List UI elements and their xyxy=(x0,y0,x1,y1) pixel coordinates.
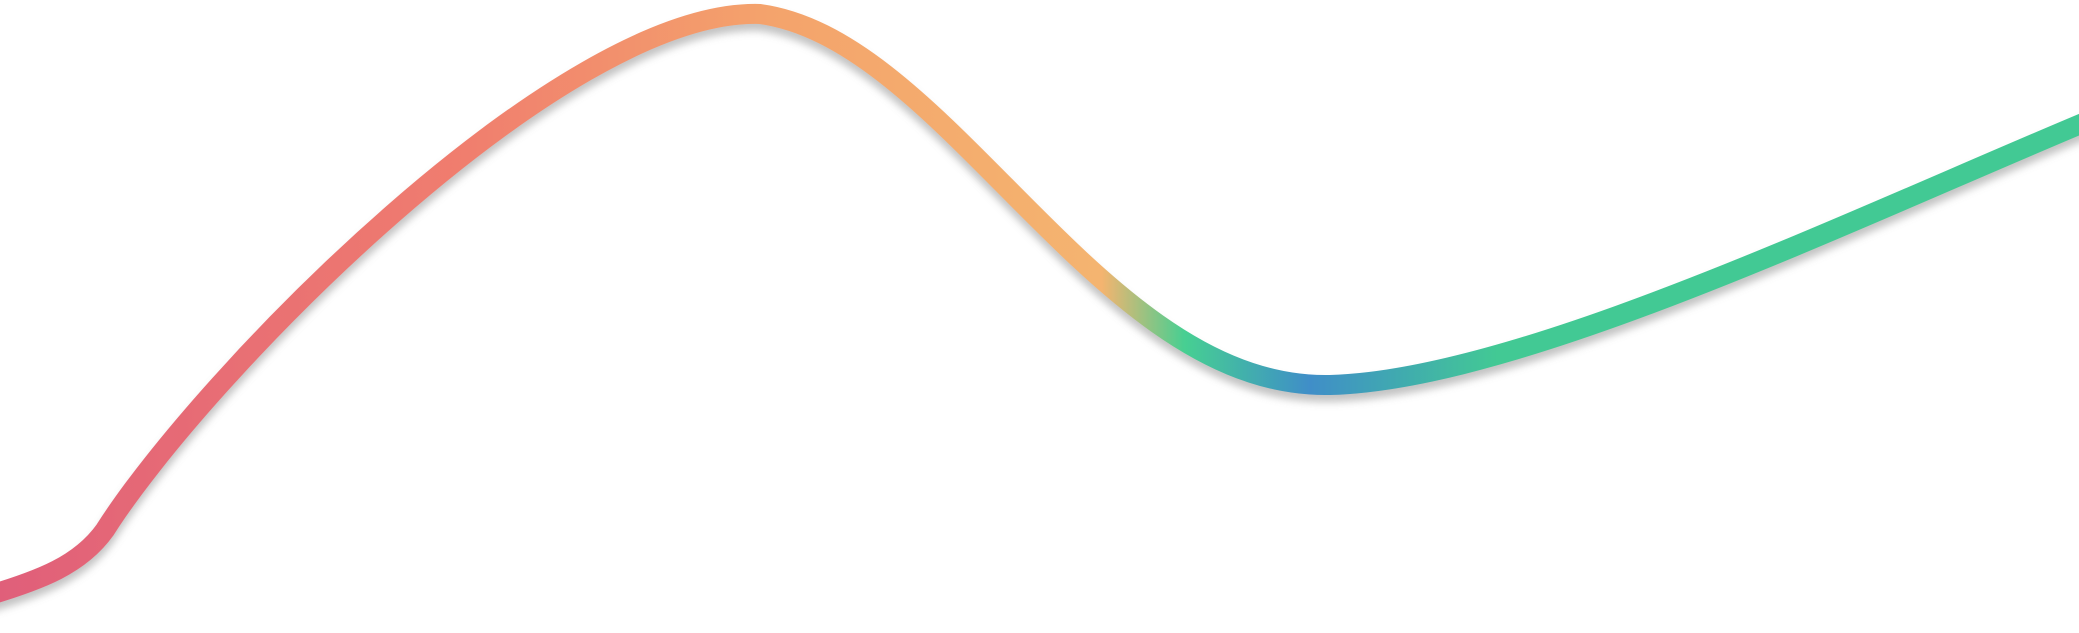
wave-line xyxy=(0,3,2079,603)
